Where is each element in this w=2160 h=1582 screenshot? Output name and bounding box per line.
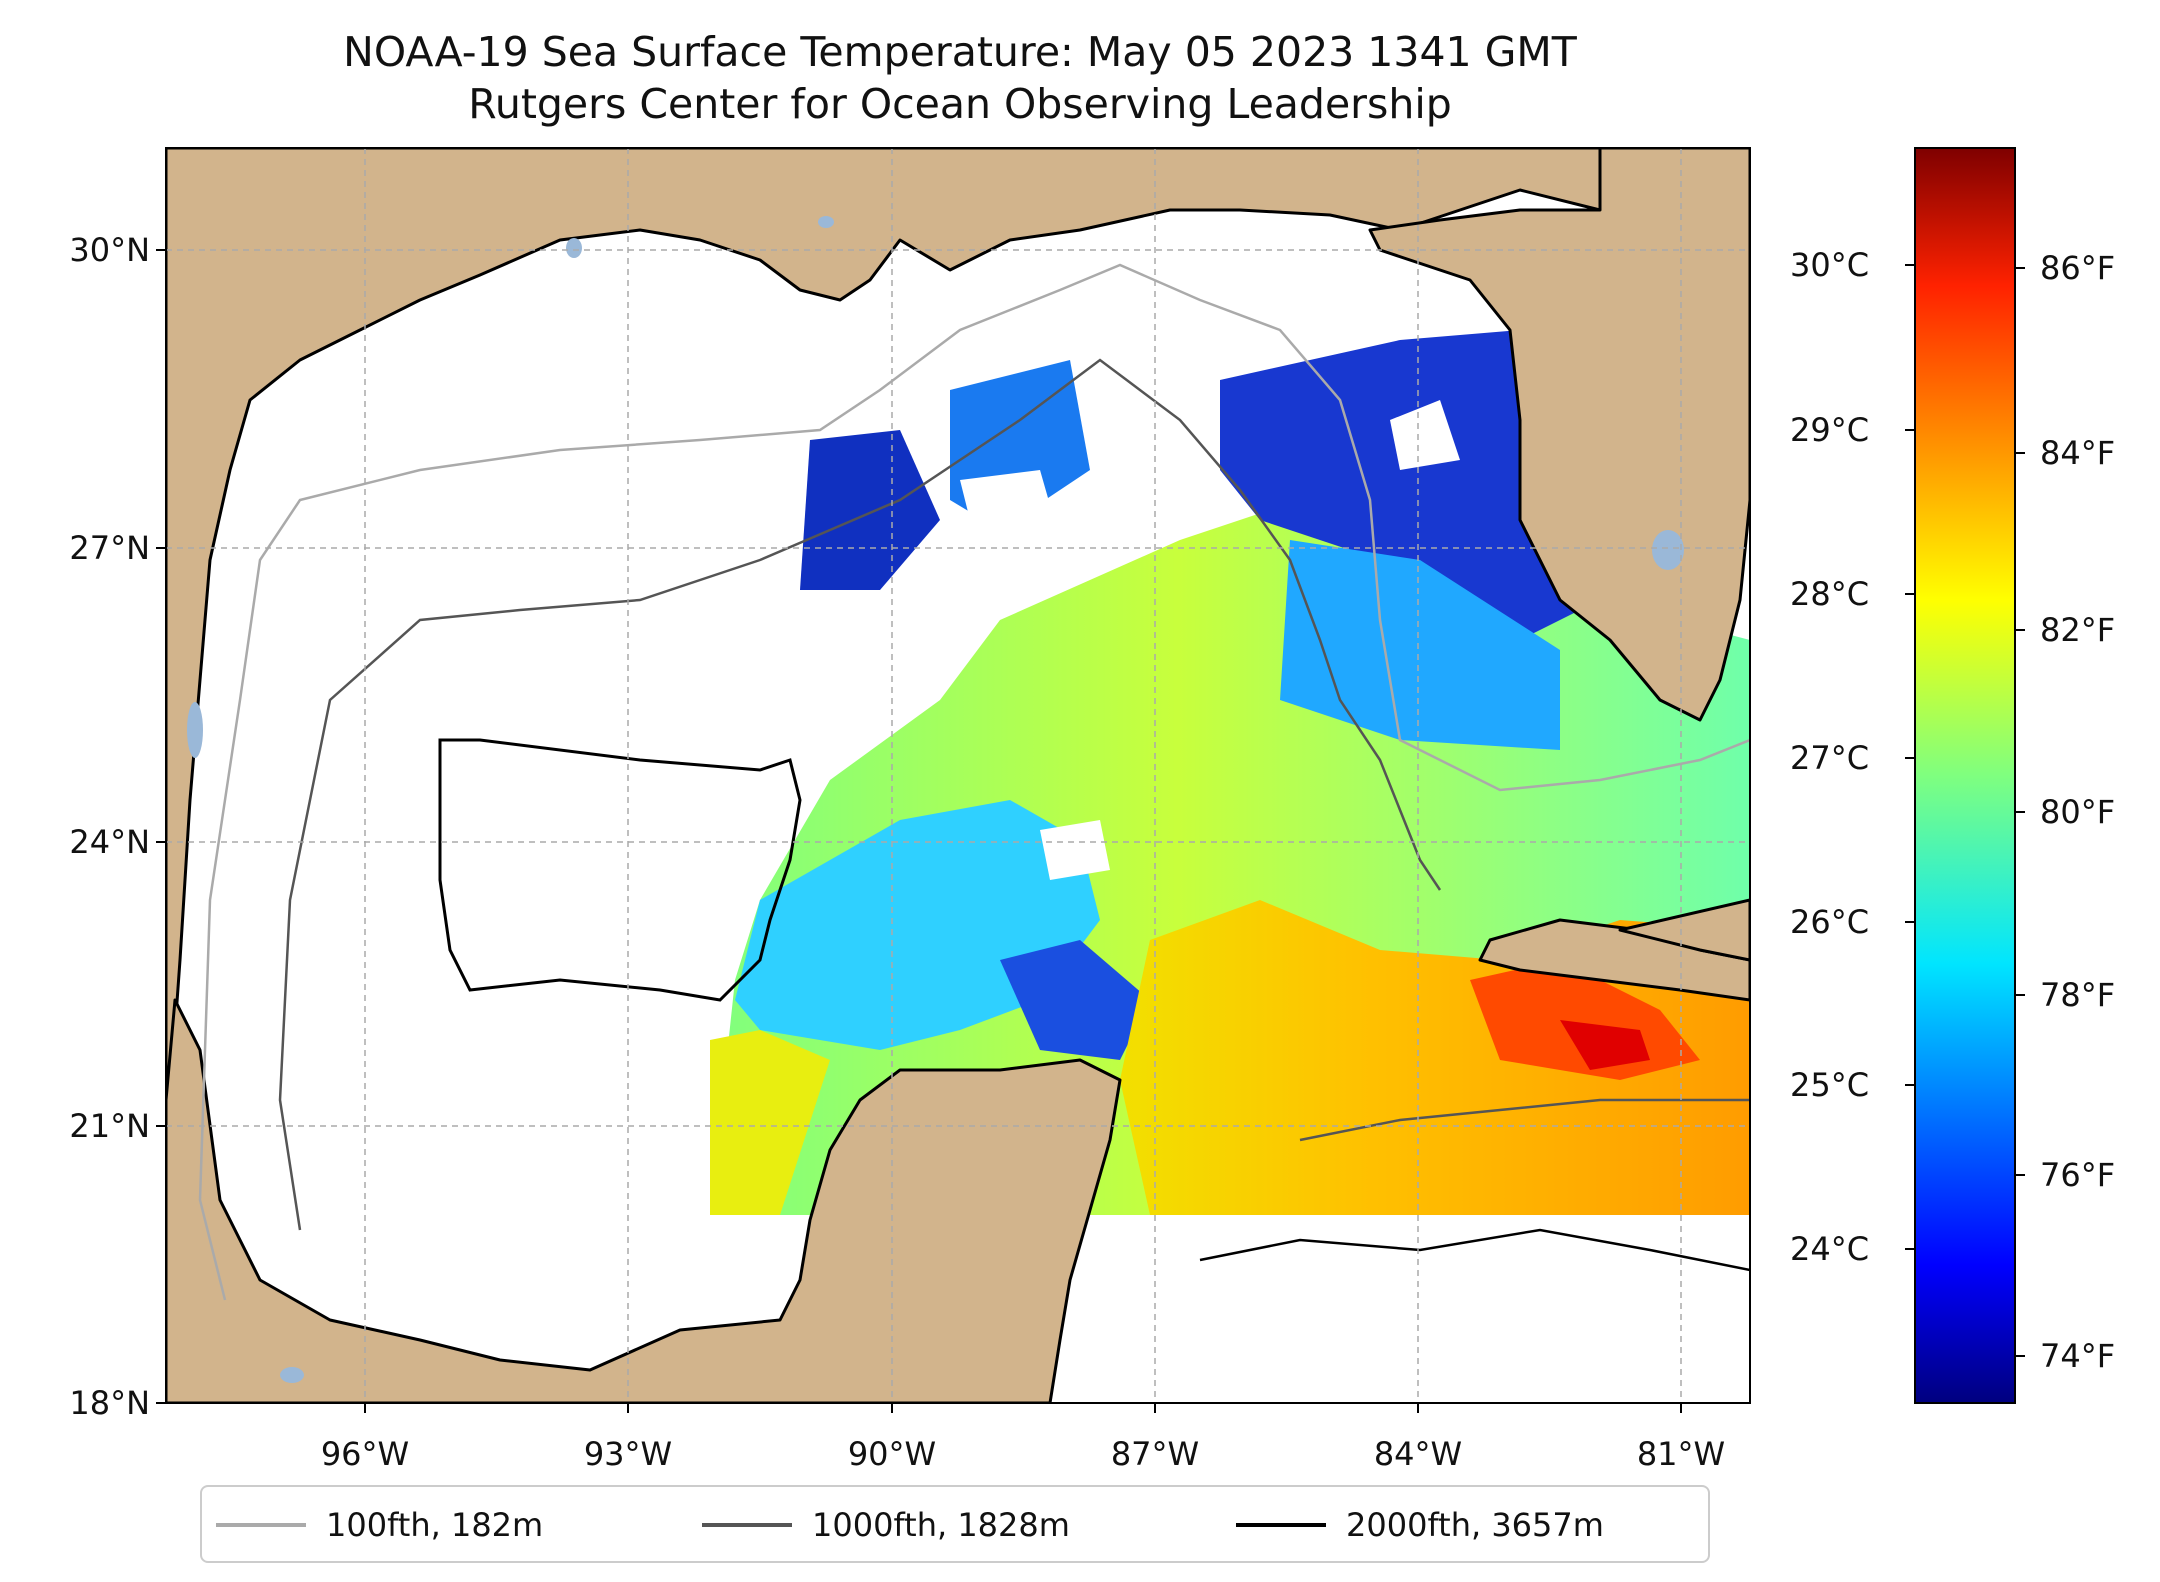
colorbar-c-25: 25°C <box>1790 1066 1870 1104</box>
legend-label-2000fth: 2000fth, 3657m <box>1346 1506 1604 1544</box>
legend-label-100fth: 100fth, 182m <box>326 1506 544 1544</box>
sst-hottest-spot <box>1560 1020 1650 1070</box>
colorbar-f-86: 86°F <box>2040 249 2116 287</box>
lake-sabine <box>566 238 582 258</box>
colorbar-c-28: 28°C <box>1790 575 1870 613</box>
lat-label-27n: 27°N <box>69 529 150 567</box>
lake-okeechobee <box>1652 530 1684 570</box>
lagoon-madre <box>187 702 203 758</box>
lat-label-21n: 21°N <box>69 1107 150 1145</box>
colorbar-f-78: 78°F <box>2040 976 2116 1014</box>
land-mexico-yucatan <box>166 998 1122 1403</box>
colorbar-f-76: 76°F <box>2040 1156 2116 1194</box>
colorbar-c-26: 26°C <box>1790 903 1870 941</box>
lakes <box>187 216 1684 1383</box>
sst-field <box>710 260 1750 1215</box>
land <box>166 148 1750 1403</box>
lon-label-81w: 81°W <box>1636 1435 1726 1473</box>
lat-label-24n: 24°N <box>69 823 150 861</box>
colorbar-f-82: 82°F <box>2040 611 2116 649</box>
land-cuba-west <box>1478 918 1750 1002</box>
cloud-gap-1 <box>960 470 1060 560</box>
lon-label-93w: 93°W <box>583 1435 673 1473</box>
graticule <box>166 148 1750 1403</box>
sst-florida-shelf-cold <box>1220 330 1600 640</box>
lake-pontchartrain <box>818 216 834 228</box>
lon-label-84w: 84°W <box>1373 1435 1463 1473</box>
land-florida <box>1368 148 1750 722</box>
map-title: NOAA-19 Sea Surface Temperature: May 05 … <box>343 28 1577 76</box>
colorbar-f-84: 84°F <box>2040 434 2116 472</box>
contour-1000fth <box>278 358 1442 1231</box>
lagoon-south <box>280 1367 304 1383</box>
sst-loop-cool <box>1280 540 1560 750</box>
bathymetry-contours <box>198 263 1750 1301</box>
lon-label-90w: 90°W <box>847 1435 937 1473</box>
contour-2000fth-caribbean <box>1199 1228 1750 1272</box>
contour-100fth <box>198 263 1750 1301</box>
sst-campeche <box>710 1030 830 1215</box>
colorbar-c-27: 27°C <box>1790 739 1870 777</box>
sst-cool-patch-west <box>735 800 1100 1050</box>
contour-2000fth <box>438 738 802 1002</box>
colorbar-c-29: 29°C <box>1790 411 1870 449</box>
map-panel <box>166 148 1750 1403</box>
land-cuba-east <box>1618 898 1750 962</box>
cloud-gap-3 <box>1040 820 1110 880</box>
axis-ticks <box>156 249 1682 1413</box>
colorbar-c-30: 30°C <box>1790 246 1870 284</box>
colorbar-c-24: 24°C <box>1790 1230 1870 1268</box>
legend-swatch-100fth <box>216 1523 306 1527</box>
cloud-gap-2 <box>1390 400 1460 470</box>
sst-cold-streak <box>1000 940 1150 1060</box>
legend-swatch-1000fth <box>702 1523 792 1527</box>
map-subtitle: Rutgers Center for Ocean Observing Leade… <box>468 80 1452 128</box>
sst-north-cold-west <box>800 430 940 590</box>
colorbar-f-80: 80°F <box>2040 793 2116 831</box>
contour-legend: 100fth, 182m 1000fth, 1828m 2000fth, 365… <box>200 1485 1710 1563</box>
lon-label-87w: 87°W <box>1110 1435 1200 1473</box>
colorbar-ticks <box>1905 264 2025 1357</box>
legend-swatch-2000fth <box>1236 1523 1326 1527</box>
colorbar-f-74: 74°F <box>2040 1337 2116 1375</box>
colorbar <box>1914 147 2016 1404</box>
legend-label-1000fth: 1000fth, 1828m <box>812 1506 1070 1544</box>
map-frame <box>165 147 1751 1404</box>
lat-label-30n: 30°N <box>69 231 150 269</box>
lat-label-18n: 18°N <box>69 1384 150 1422</box>
lon-label-96w: 96°W <box>320 1435 410 1473</box>
